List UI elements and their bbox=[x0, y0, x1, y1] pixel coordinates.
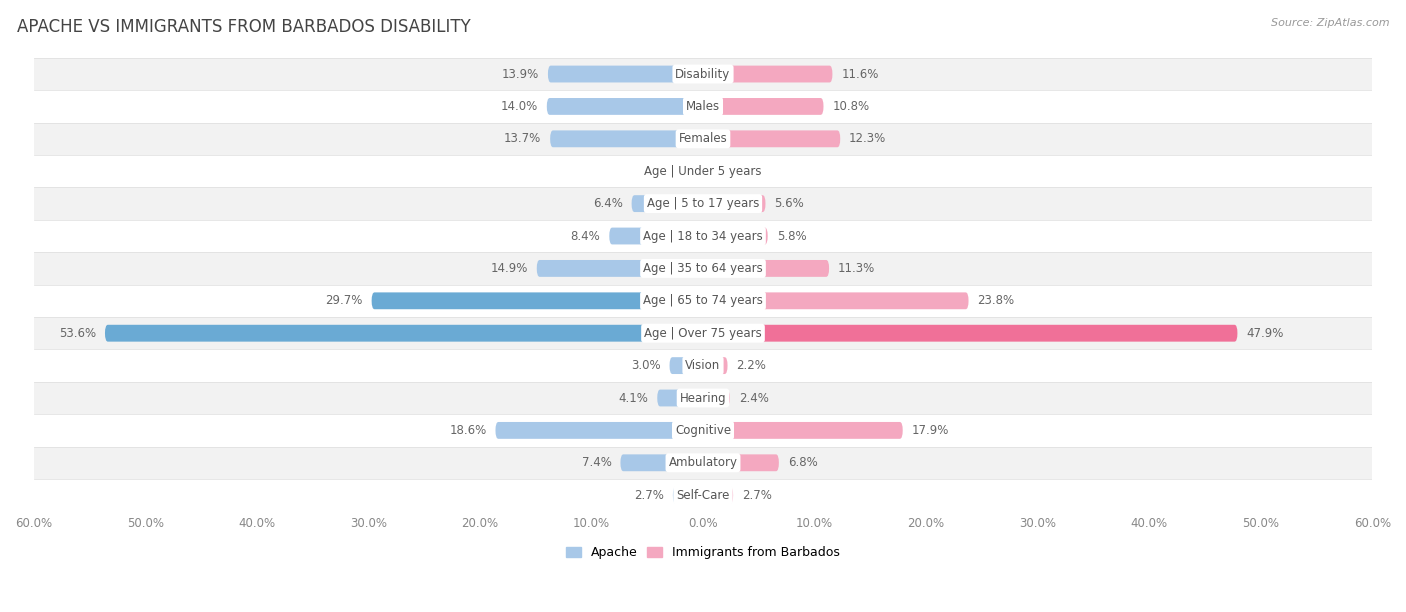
Text: 11.3%: 11.3% bbox=[838, 262, 876, 275]
Bar bbox=[34, 382, 1372, 414]
FancyBboxPatch shape bbox=[548, 65, 703, 83]
Text: Age | 5 to 17 years: Age | 5 to 17 years bbox=[647, 197, 759, 210]
Text: Age | Under 5 years: Age | Under 5 years bbox=[644, 165, 762, 177]
Legend: Apache, Immigrants from Barbados: Apache, Immigrants from Barbados bbox=[561, 541, 845, 564]
Text: Self-Care: Self-Care bbox=[676, 489, 730, 502]
FancyBboxPatch shape bbox=[703, 390, 730, 406]
FancyBboxPatch shape bbox=[703, 487, 733, 504]
Text: 6.4%: 6.4% bbox=[593, 197, 623, 210]
Text: 12.3%: 12.3% bbox=[849, 132, 886, 145]
Bar bbox=[34, 479, 1372, 512]
Text: 2.7%: 2.7% bbox=[634, 489, 664, 502]
FancyBboxPatch shape bbox=[703, 163, 714, 180]
FancyBboxPatch shape bbox=[703, 98, 824, 115]
Bar bbox=[34, 414, 1372, 447]
FancyBboxPatch shape bbox=[703, 228, 768, 244]
Text: Disability: Disability bbox=[675, 67, 731, 81]
Bar bbox=[34, 285, 1372, 317]
FancyBboxPatch shape bbox=[105, 325, 703, 341]
Text: 5.8%: 5.8% bbox=[776, 230, 806, 242]
FancyBboxPatch shape bbox=[703, 454, 779, 471]
FancyBboxPatch shape bbox=[631, 195, 703, 212]
Text: 47.9%: 47.9% bbox=[1246, 327, 1284, 340]
Text: 29.7%: 29.7% bbox=[325, 294, 363, 307]
Text: Age | Over 75 years: Age | Over 75 years bbox=[644, 327, 762, 340]
Text: Source: ZipAtlas.com: Source: ZipAtlas.com bbox=[1271, 18, 1389, 28]
Text: Females: Females bbox=[679, 132, 727, 145]
Text: 2.7%: 2.7% bbox=[742, 489, 772, 502]
FancyBboxPatch shape bbox=[703, 260, 830, 277]
FancyBboxPatch shape bbox=[550, 130, 703, 147]
Text: Cognitive: Cognitive bbox=[675, 424, 731, 437]
Bar bbox=[34, 447, 1372, 479]
FancyBboxPatch shape bbox=[669, 357, 703, 374]
Text: 2.0%: 2.0% bbox=[643, 165, 672, 177]
Text: 18.6%: 18.6% bbox=[450, 424, 486, 437]
Text: 2.4%: 2.4% bbox=[738, 392, 769, 405]
Text: 4.1%: 4.1% bbox=[619, 392, 648, 405]
FancyBboxPatch shape bbox=[620, 454, 703, 471]
Bar bbox=[34, 122, 1372, 155]
FancyBboxPatch shape bbox=[703, 293, 969, 309]
Text: Hearing: Hearing bbox=[679, 392, 727, 405]
Text: 6.8%: 6.8% bbox=[787, 457, 817, 469]
Bar bbox=[34, 317, 1372, 349]
Text: 0.97%: 0.97% bbox=[723, 165, 761, 177]
Text: 11.6%: 11.6% bbox=[841, 67, 879, 81]
FancyBboxPatch shape bbox=[703, 357, 727, 374]
Text: 14.0%: 14.0% bbox=[501, 100, 538, 113]
Text: 53.6%: 53.6% bbox=[59, 327, 96, 340]
Text: Age | 65 to 74 years: Age | 65 to 74 years bbox=[643, 294, 763, 307]
FancyBboxPatch shape bbox=[537, 260, 703, 277]
Bar bbox=[34, 349, 1372, 382]
Bar bbox=[34, 90, 1372, 122]
FancyBboxPatch shape bbox=[681, 163, 703, 180]
FancyBboxPatch shape bbox=[547, 98, 703, 115]
Bar bbox=[34, 155, 1372, 187]
FancyBboxPatch shape bbox=[609, 228, 703, 244]
Text: 17.9%: 17.9% bbox=[911, 424, 949, 437]
Text: Vision: Vision bbox=[685, 359, 721, 372]
FancyBboxPatch shape bbox=[657, 390, 703, 406]
Bar bbox=[34, 220, 1372, 252]
FancyBboxPatch shape bbox=[495, 422, 703, 439]
Text: 14.9%: 14.9% bbox=[491, 262, 527, 275]
Text: 13.9%: 13.9% bbox=[502, 67, 538, 81]
Text: 7.4%: 7.4% bbox=[582, 457, 612, 469]
Bar bbox=[34, 58, 1372, 90]
Text: Males: Males bbox=[686, 100, 720, 113]
FancyBboxPatch shape bbox=[703, 65, 832, 83]
Text: APACHE VS IMMIGRANTS FROM BARBADOS DISABILITY: APACHE VS IMMIGRANTS FROM BARBADOS DISAB… bbox=[17, 18, 471, 36]
Text: 3.0%: 3.0% bbox=[631, 359, 661, 372]
FancyBboxPatch shape bbox=[673, 487, 703, 504]
Text: Age | 35 to 64 years: Age | 35 to 64 years bbox=[643, 262, 763, 275]
Text: 8.4%: 8.4% bbox=[571, 230, 600, 242]
FancyBboxPatch shape bbox=[703, 195, 765, 212]
FancyBboxPatch shape bbox=[371, 293, 703, 309]
FancyBboxPatch shape bbox=[703, 130, 841, 147]
Text: 23.8%: 23.8% bbox=[977, 294, 1015, 307]
FancyBboxPatch shape bbox=[703, 422, 903, 439]
FancyBboxPatch shape bbox=[703, 325, 1237, 341]
Text: 2.2%: 2.2% bbox=[737, 359, 766, 372]
Text: Ambulatory: Ambulatory bbox=[668, 457, 738, 469]
Bar bbox=[34, 252, 1372, 285]
Text: Age | 18 to 34 years: Age | 18 to 34 years bbox=[643, 230, 763, 242]
Text: 5.6%: 5.6% bbox=[775, 197, 804, 210]
Text: 13.7%: 13.7% bbox=[503, 132, 541, 145]
Bar bbox=[34, 187, 1372, 220]
Text: 10.8%: 10.8% bbox=[832, 100, 869, 113]
